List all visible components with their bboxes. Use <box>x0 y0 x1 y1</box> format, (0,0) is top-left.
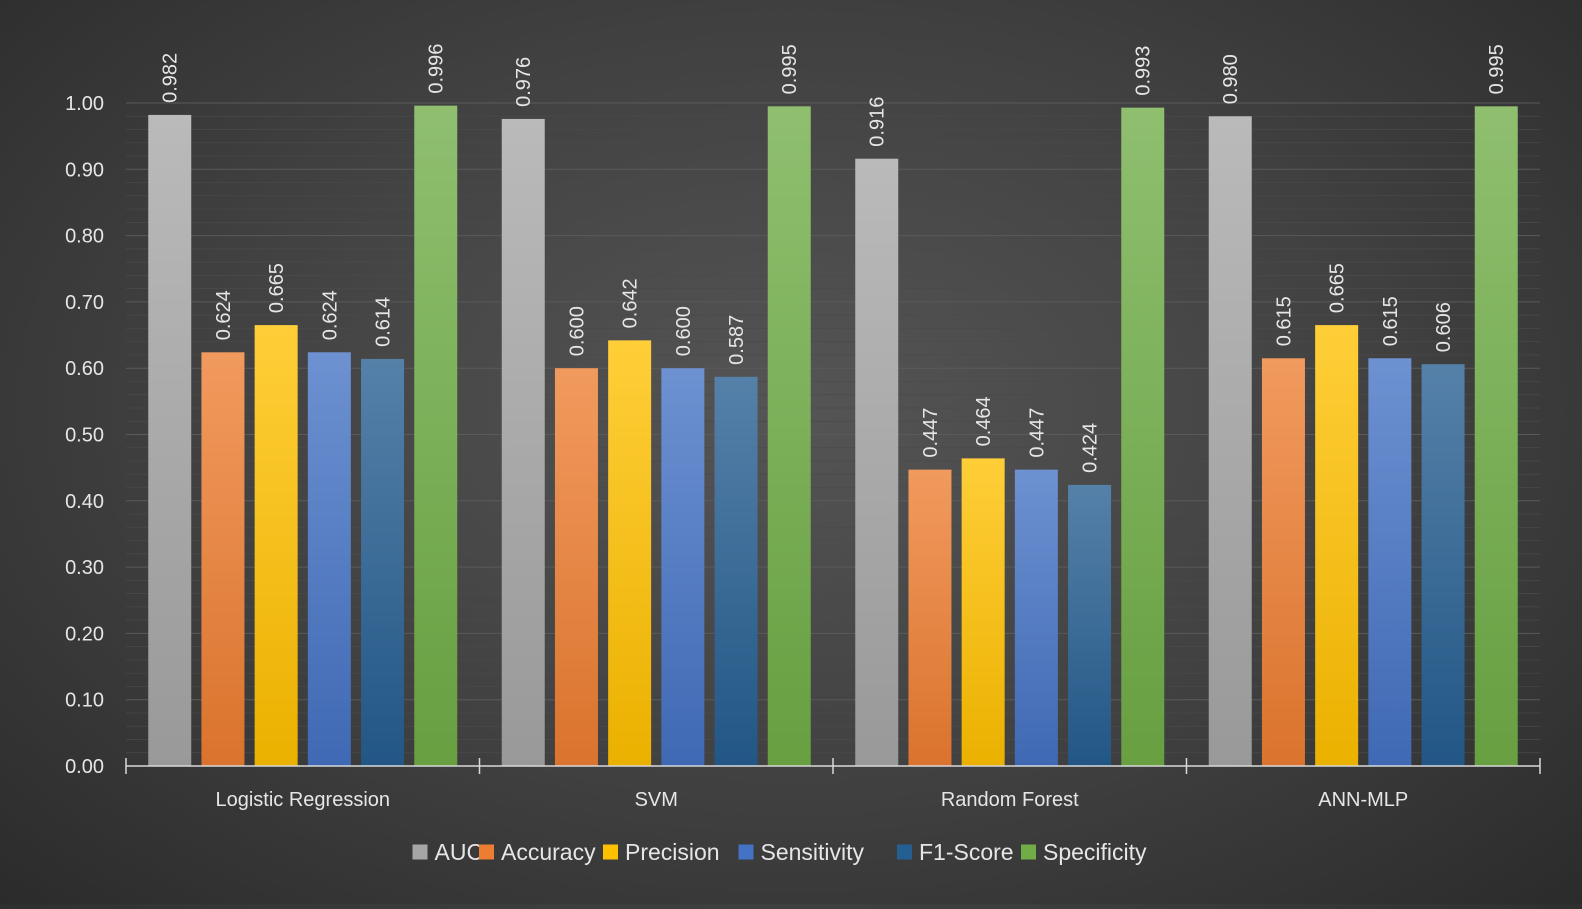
legend-item: F1-Score <box>897 839 1014 865</box>
y-tick-label: 0.90 <box>65 159 104 181</box>
bar-specificity <box>414 105 458 767</box>
bar-sensitivity <box>307 352 351 766</box>
bar-sensitivity <box>1014 469 1058 766</box>
bar-accuracy <box>201 352 245 766</box>
data-label: 0.424 <box>1080 423 1102 473</box>
bar-accuracy <box>908 469 952 766</box>
y-tick-label: 0.20 <box>65 623 104 645</box>
data-label: 0.995 <box>779 44 801 94</box>
x-tick-label: ANN-MLP <box>1318 789 1408 811</box>
data-label: 0.993 <box>1133 46 1155 96</box>
data-label: 0.464 <box>973 396 995 446</box>
legend-item: Accuracy <box>479 839 596 865</box>
legend-swatch <box>412 844 428 860</box>
y-tick-label: 0.60 <box>65 358 104 380</box>
legend-swatch <box>1021 844 1036 860</box>
data-label: 0.614 <box>373 297 395 347</box>
data-label: 0.995 <box>1486 44 1508 94</box>
x-tick-label: SVM <box>635 789 678 811</box>
bar-specificity <box>1121 107 1165 767</box>
data-label: 0.447 <box>1026 408 1048 458</box>
legend-swatch <box>479 844 494 860</box>
legend-label: Accuracy <box>501 839 596 865</box>
data-label: 0.615 <box>1273 296 1295 346</box>
data-label: 0.624 <box>319 290 341 340</box>
legend-label: Sensitivity <box>761 839 865 865</box>
data-label: 0.587 <box>726 315 748 365</box>
bar-f1-score <box>1068 484 1112 766</box>
legend-item: AUC <box>412 839 484 865</box>
y-tick-label: 1.00 <box>65 93 104 115</box>
legend-swatch <box>738 844 754 860</box>
y-tick-label: 0.70 <box>65 292 104 314</box>
y-tick-label: 0.00 <box>65 756 104 778</box>
bar-auc <box>855 158 899 766</box>
data-label: 0.642 <box>620 278 642 328</box>
data-label: 0.980 <box>1220 54 1242 104</box>
bars <box>148 105 1518 767</box>
data-label: 0.996 <box>426 44 448 94</box>
data-label: 0.916 <box>867 97 889 147</box>
y-tick-label: 0.40 <box>65 491 104 513</box>
data-label: 0.600 <box>566 306 588 356</box>
legend-swatch <box>897 844 912 860</box>
y-tick-label: 0.50 <box>65 425 104 447</box>
y-tick-label: 0.80 <box>65 226 104 248</box>
data-label: 0.600 <box>673 306 695 356</box>
legend-swatch <box>603 844 618 860</box>
legend-label: AUC <box>435 839 484 865</box>
data-label: 0.624 <box>213 290 235 340</box>
legend-label: F1-Score <box>919 839 1014 865</box>
bar-precision <box>254 325 298 766</box>
bar-f1-score <box>1421 364 1465 766</box>
legend-label: Precision <box>625 839 720 865</box>
data-label: 0.606 <box>1433 302 1455 352</box>
bar-f1-score <box>361 358 405 766</box>
data-labels: 0.982 0.624 0.665 0.624 0.614 0.996 0.976 0.600… <box>160 44 1509 473</box>
data-label: 0.615 <box>1380 296 1402 346</box>
legend-item: Specificity <box>1021 839 1147 865</box>
bar-precision <box>608 340 652 766</box>
x-tick-label: Random Forest <box>941 789 1079 811</box>
legend-item: Precision <box>603 839 720 865</box>
bar-auc <box>148 114 192 766</box>
y-tick-label: 0.30 <box>65 557 104 579</box>
bar-sensitivity <box>661 368 705 766</box>
y-axis: 0.00 0.10 0.20 0.30 0.40 0.50 0.60 0.70 0.80 0.90… <box>65 93 104 778</box>
bar-f1-score <box>714 376 758 766</box>
bar-precision <box>1315 325 1359 766</box>
data-label: 0.665 <box>1327 263 1349 313</box>
bar-precision <box>961 458 1005 766</box>
bar-auc <box>501 118 545 767</box>
y-tick-label: 0.10 <box>65 690 104 712</box>
legend: AUC Accuracy Precision Sensitivity F1-Score S… <box>412 839 1147 865</box>
bar-auc <box>1208 116 1252 766</box>
data-label: 0.976 <box>513 57 535 107</box>
legend-label: Specificity <box>1043 839 1147 865</box>
data-label: 0.447 <box>920 408 942 458</box>
bar-accuracy <box>1261 358 1305 766</box>
x-axis: Logistic Regression SVM Random Forest ANN-M… <box>125 758 1541 811</box>
data-label: 0.982 <box>160 53 182 103</box>
legend-item: Sensitivity <box>738 839 865 865</box>
data-label: 0.665 <box>266 263 288 313</box>
bar-specificity <box>767 106 811 766</box>
bar-specificity <box>1474 106 1518 766</box>
x-tick-label: Logistic Regression <box>215 789 390 811</box>
bar-sensitivity <box>1368 358 1412 766</box>
bar-accuracy <box>554 368 598 766</box>
